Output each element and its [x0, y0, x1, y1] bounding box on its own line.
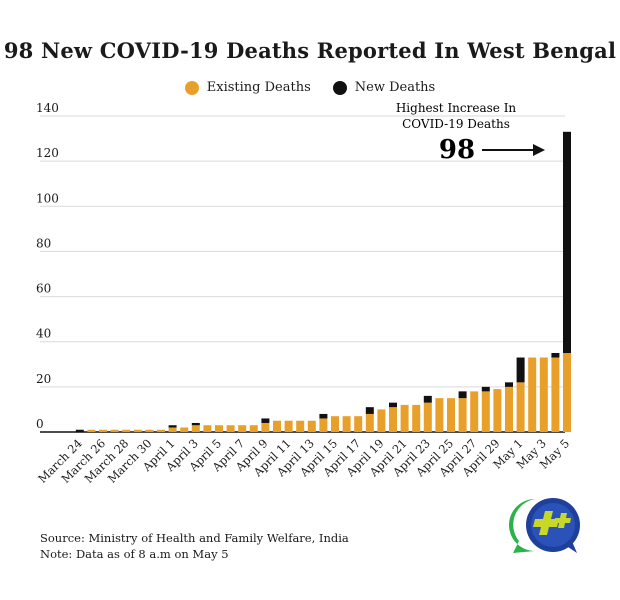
- bar-new: [458, 391, 467, 399]
- y-tick-label: 20: [36, 372, 51, 386]
- legend-swatch-existing: [184, 80, 199, 95]
- bar-existing: [435, 398, 444, 432]
- bar-existing: [215, 425, 223, 432]
- bar-new: [261, 418, 270, 423]
- bar-existing: [470, 391, 479, 432]
- footer: Source: Ministry of Health and Family We…: [40, 530, 349, 562]
- bar-new: [389, 402, 397, 408]
- bar-existing: [505, 386, 513, 432]
- bar-existing: [563, 353, 571, 432]
- bar-existing: [191, 425, 200, 432]
- legend-item-new: New Deaths: [332, 80, 436, 95]
- bar-existing: [296, 420, 305, 432]
- bar-new: [319, 413, 328, 419]
- y-tick-label: 80: [36, 236, 51, 250]
- bar-existing: [110, 429, 119, 432]
- legend-label-new: New Deaths: [354, 80, 436, 95]
- bar-existing: [319, 418, 328, 432]
- y-tick-label: 100: [36, 191, 59, 205]
- y-tick-label: 0: [36, 417, 44, 431]
- bar-new: [505, 382, 513, 387]
- bar-existing: [481, 391, 490, 432]
- bar-new: [563, 131, 571, 353]
- arrow-head-icon: [533, 144, 545, 156]
- chart-title: 98 New COVID-19 Deaths Reported In West …: [3, 38, 617, 63]
- bar-existing: [249, 425, 258, 432]
- bar-existing: [261, 422, 270, 432]
- bar-existing: [458, 398, 467, 432]
- bar-existing: [87, 429, 96, 432]
- bar-existing: [354, 416, 363, 432]
- bar-existing: [516, 382, 525, 432]
- annotation-value: 98: [439, 135, 475, 165]
- bar-new: [75, 429, 84, 432]
- bar-existing: [400, 404, 409, 432]
- bar-existing: [145, 429, 154, 432]
- plus-chat-bubble-logo-icon: [509, 498, 580, 553]
- bar-existing: [238, 425, 247, 432]
- bar-new: [365, 407, 374, 414]
- bar-existing: [307, 420, 316, 432]
- bar-new: [516, 357, 525, 383]
- bar-existing: [180, 427, 189, 432]
- bar-existing: [99, 429, 107, 432]
- bar-existing: [331, 416, 339, 432]
- bar-existing: [493, 389, 502, 432]
- bar-existing: [168, 427, 177, 432]
- bar-existing: [423, 402, 432, 432]
- bar-new: [481, 386, 490, 392]
- bar-new: [423, 395, 432, 403]
- bar-new: [191, 422, 200, 426]
- legend-item-existing: Existing Deaths: [184, 80, 311, 95]
- source-text: Source: Ministry of Health and Family We…: [40, 531, 349, 545]
- bar-existing: [284, 420, 293, 432]
- note-text: Note: Data as of 8 a.m on May 5: [40, 547, 229, 561]
- legend-swatch-new: [332, 80, 347, 95]
- bar-existing: [157, 429, 165, 432]
- bar-existing: [412, 404, 421, 432]
- legend-label-existing: Existing Deaths: [206, 80, 311, 95]
- bar-existing: [122, 429, 131, 432]
- legend: Existing Deaths New Deaths: [0, 80, 620, 95]
- y-tick-label: 40: [36, 327, 51, 341]
- bar-existing: [203, 425, 212, 432]
- bar-existing: [539, 357, 548, 432]
- bar-existing: [342, 416, 351, 432]
- bar-existing: [133, 429, 142, 432]
- bar-new: [168, 425, 177, 428]
- bar-existing: [447, 398, 455, 432]
- bar-existing: [365, 413, 374, 432]
- bar-existing: [377, 409, 386, 432]
- y-tick-label: 60: [36, 282, 51, 296]
- bar-existing: [551, 357, 560, 432]
- bar-existing: [273, 420, 281, 432]
- bar-existing: [528, 357, 537, 432]
- bar-existing: [226, 425, 235, 432]
- annotation-line1: Highest Increase In: [396, 101, 517, 115]
- bar-existing: [389, 407, 397, 432]
- y-tick-label: 140: [36, 101, 59, 115]
- y-tick-label: 120: [36, 146, 59, 160]
- annotation-line2: COVID-19 Deaths: [402, 117, 510, 131]
- bar-new: [551, 353, 560, 358]
